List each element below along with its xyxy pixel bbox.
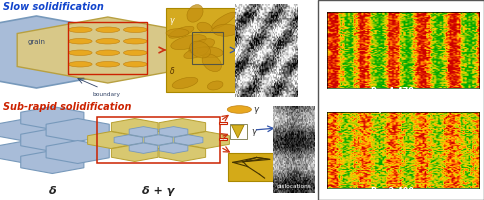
Ellipse shape bbox=[123, 62, 147, 67]
Ellipse shape bbox=[207, 81, 223, 90]
Polygon shape bbox=[0, 118, 59, 142]
Text: δ: δ bbox=[169, 67, 174, 76]
Ellipse shape bbox=[96, 27, 120, 32]
Text: δ: δ bbox=[48, 186, 56, 196]
Polygon shape bbox=[231, 125, 244, 138]
Ellipse shape bbox=[171, 35, 206, 50]
Polygon shape bbox=[135, 132, 182, 148]
Ellipse shape bbox=[169, 26, 194, 38]
Polygon shape bbox=[46, 140, 109, 164]
Polygon shape bbox=[111, 118, 158, 136]
Ellipse shape bbox=[123, 27, 147, 32]
Ellipse shape bbox=[68, 62, 92, 67]
Text: γ: γ bbox=[169, 16, 174, 25]
Bar bbox=[97, 117, 220, 163]
Polygon shape bbox=[159, 118, 206, 136]
Ellipse shape bbox=[187, 5, 203, 22]
Text: γ: γ bbox=[254, 105, 258, 114]
Ellipse shape bbox=[202, 54, 221, 72]
Ellipse shape bbox=[197, 22, 212, 33]
Polygon shape bbox=[0, 140, 59, 164]
Ellipse shape bbox=[68, 38, 92, 44]
Text: Ra: 4.478 μm: Ra: 4.478 μm bbox=[371, 87, 431, 96]
Polygon shape bbox=[114, 135, 143, 145]
Polygon shape bbox=[21, 106, 84, 130]
Text: γ: γ bbox=[251, 128, 256, 136]
Text: Slow solidification: Slow solidification bbox=[3, 2, 104, 12]
Text: dislocations: dislocations bbox=[276, 184, 312, 189]
Ellipse shape bbox=[96, 62, 120, 67]
Polygon shape bbox=[159, 143, 188, 153]
Text: δ + γ: δ + γ bbox=[142, 186, 175, 196]
Ellipse shape bbox=[166, 29, 189, 37]
Ellipse shape bbox=[68, 50, 92, 55]
Polygon shape bbox=[88, 132, 134, 148]
Ellipse shape bbox=[197, 47, 223, 58]
Bar bbox=[166, 8, 235, 92]
Text: →: → bbox=[91, 133, 105, 151]
Ellipse shape bbox=[123, 50, 147, 55]
Polygon shape bbox=[144, 135, 173, 145]
Polygon shape bbox=[46, 118, 109, 142]
Polygon shape bbox=[17, 17, 198, 83]
Polygon shape bbox=[21, 129, 84, 152]
Text: Slow solidification: Slow solidification bbox=[362, 4, 440, 13]
Polygon shape bbox=[129, 127, 158, 137]
Ellipse shape bbox=[68, 27, 92, 32]
Ellipse shape bbox=[123, 38, 147, 44]
Bar bbox=[68, 22, 148, 74]
Text: Ra: 2.490 μm: Ra: 2.490 μm bbox=[371, 187, 431, 196]
Text: grain: grain bbox=[28, 39, 45, 45]
Bar bbox=[228, 153, 277, 181]
Text: Sub-rapid solidification: Sub-rapid solidification bbox=[351, 104, 452, 113]
Ellipse shape bbox=[172, 77, 198, 89]
Ellipse shape bbox=[96, 50, 120, 55]
Polygon shape bbox=[129, 143, 158, 153]
Ellipse shape bbox=[212, 24, 239, 36]
Bar bbox=[219, 121, 227, 124]
Polygon shape bbox=[159, 127, 188, 137]
Ellipse shape bbox=[190, 41, 211, 58]
Text: boundary: boundary bbox=[92, 92, 120, 97]
Polygon shape bbox=[174, 135, 203, 145]
Ellipse shape bbox=[96, 38, 120, 44]
Text: Sub-rapid solidification: Sub-rapid solidification bbox=[3, 102, 132, 112]
Bar bbox=[219, 138, 227, 140]
Bar bbox=[230, 123, 247, 139]
Polygon shape bbox=[0, 16, 136, 88]
Ellipse shape bbox=[189, 39, 214, 54]
Ellipse shape bbox=[212, 12, 236, 29]
Circle shape bbox=[227, 106, 251, 113]
Polygon shape bbox=[111, 144, 158, 162]
Polygon shape bbox=[21, 150, 84, 173]
Polygon shape bbox=[183, 132, 229, 148]
Bar bbox=[192, 32, 224, 64]
Polygon shape bbox=[159, 144, 206, 162]
Ellipse shape bbox=[184, 47, 209, 58]
